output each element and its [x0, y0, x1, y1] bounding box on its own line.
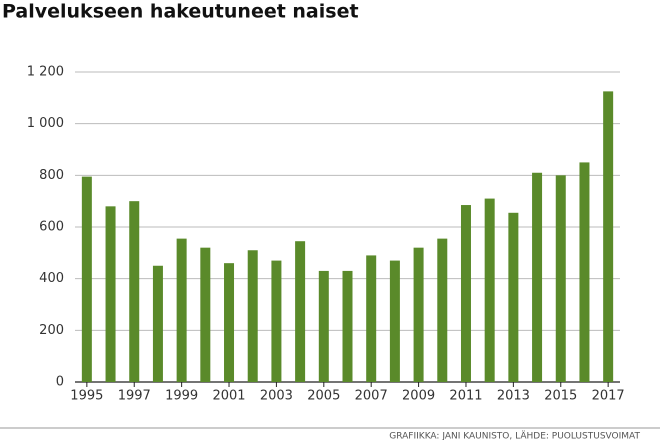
- bar: [129, 201, 140, 382]
- x-tick-label: 2017: [592, 389, 625, 404]
- bar: [200, 247, 211, 382]
- bar: [176, 238, 187, 382]
- bar: [247, 250, 258, 382]
- x-tick-label: 2009: [402, 389, 435, 404]
- bar: [460, 205, 471, 382]
- y-tick-label: 1 200: [27, 65, 64, 80]
- bar: [555, 175, 566, 382]
- bar: [484, 198, 495, 382]
- x-tick-label: 2003: [260, 389, 293, 404]
- bar: [81, 176, 92, 382]
- bar: [508, 212, 519, 382]
- x-tick-label: 2005: [307, 389, 340, 404]
- bar: [318, 270, 329, 382]
- bar: [295, 241, 306, 382]
- x-tick-label: 2011: [449, 389, 482, 404]
- y-tick-label: 200: [39, 323, 64, 338]
- x-tick-label: 1999: [165, 389, 198, 404]
- bar: [271, 260, 282, 382]
- bar: [366, 255, 377, 382]
- chart-title: Palvelukseen hakeutuneet naiset: [2, 1, 359, 23]
- bar: [224, 263, 235, 382]
- bar: [389, 260, 400, 382]
- x-tick-label: 2015: [544, 389, 577, 404]
- bar: [603, 91, 614, 382]
- y-tick-label: 800: [39, 168, 64, 183]
- bar: [532, 172, 543, 382]
- bar: [152, 265, 163, 382]
- bar: [579, 162, 590, 382]
- x-tick-label: 2007: [355, 389, 388, 404]
- y-tick-label: 0: [56, 375, 64, 390]
- y-tick-label: 600: [39, 220, 64, 235]
- y-tick-label: 1 000: [27, 116, 64, 131]
- x-tick-label: 1997: [118, 389, 151, 404]
- bar: [105, 206, 116, 382]
- bar: [413, 247, 424, 382]
- x-tick-label: 2013: [497, 389, 530, 404]
- bar: [437, 238, 448, 382]
- source: GRAFIIKKA: JANI KAUNISTO, LÄHDE: PUOLUST…: [389, 431, 640, 440]
- x-tick-label: 2001: [212, 389, 245, 404]
- bar: [342, 270, 353, 382]
- y-tick-label: 400: [39, 271, 64, 286]
- x-tick-label: 1995: [70, 389, 103, 404]
